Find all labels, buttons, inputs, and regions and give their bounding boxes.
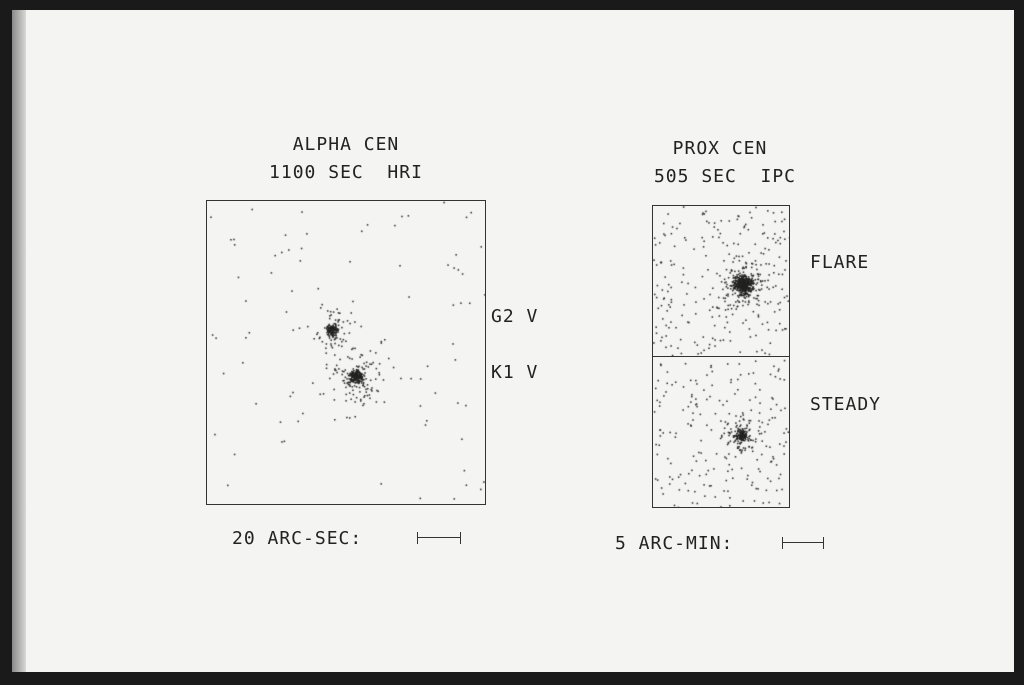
left-subtitle: 1100 SEC HRI [269,162,423,183]
film-edge [12,10,26,672]
right-subtitle: 505 SEC IPC [653,166,797,187]
label-steady: STEADY [810,394,882,415]
alpha-cen-xray-image [207,201,485,504]
right-title: PROX CEN [672,138,768,159]
label-g2v: G2 V [491,306,539,327]
prox-cen-steady-image [653,357,789,507]
label-k1v: K1 V [491,362,539,383]
panel-divider [652,356,789,357]
left-scale-bar [417,532,461,544]
left-title: ALPHA CEN [292,134,400,155]
right-scale-label: 5 ARC-MIN: [615,533,734,554]
slide-background [12,10,1014,672]
right-scale-bar [782,537,824,549]
left-scale-label: 20 ARC-SEC: [232,528,363,549]
label-flare: FLARE [810,252,870,273]
prox-cen-flare-image [653,206,789,356]
alpha-cen-image-frame [206,200,486,505]
